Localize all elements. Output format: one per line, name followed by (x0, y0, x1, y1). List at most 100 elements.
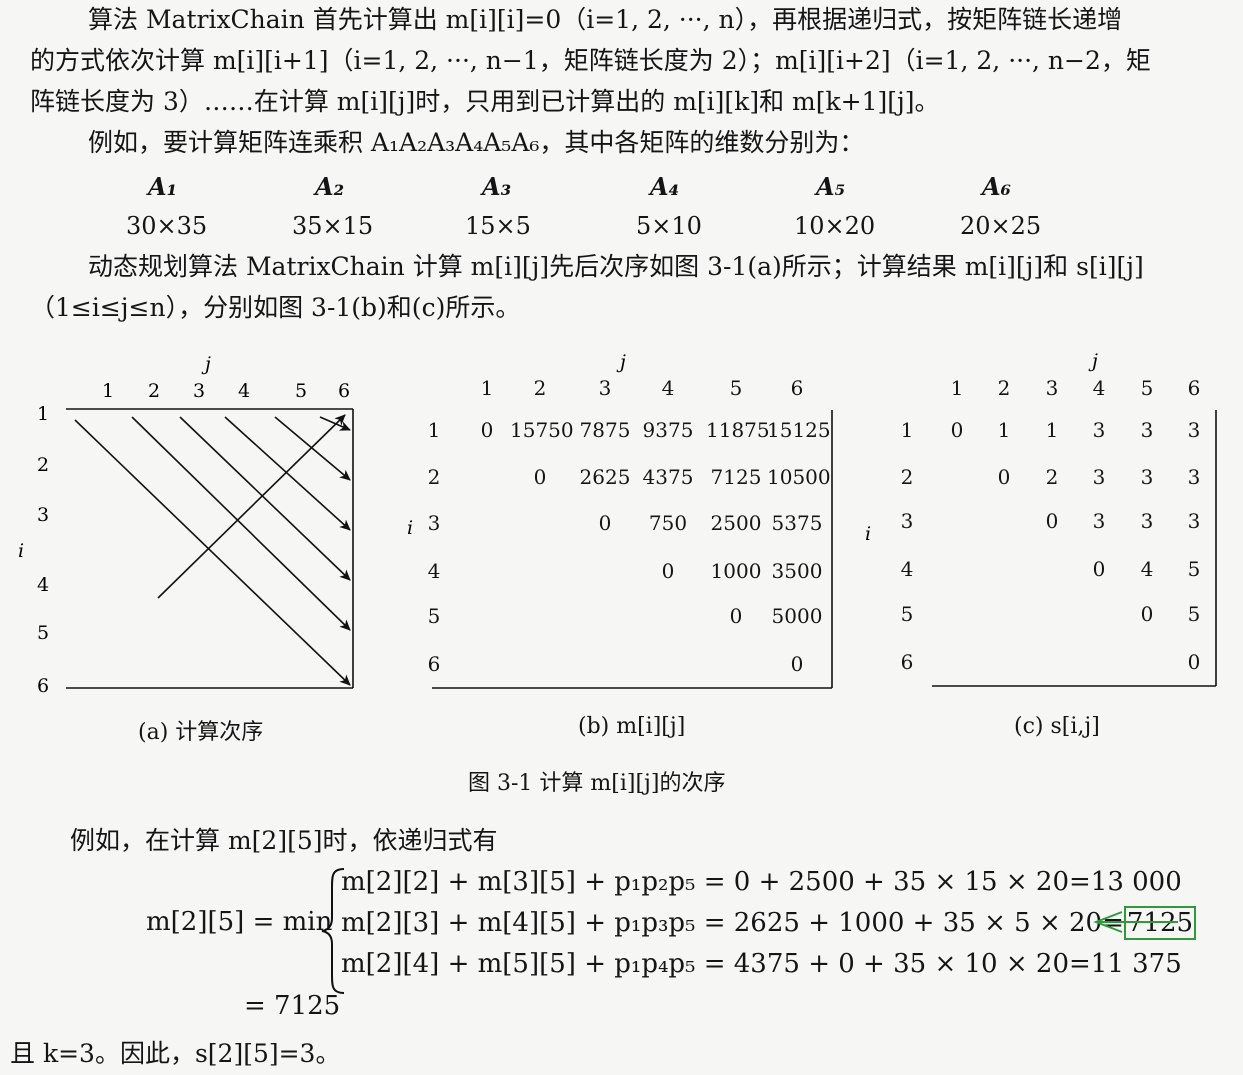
matrix-name-3: A₃ (482, 172, 512, 201)
s-table-row-header: 5 (900, 602, 914, 626)
s-table-cell: 0 (1092, 557, 1106, 581)
s-table-cell: 4 (1140, 557, 1154, 581)
panel-a-row-4: 4 (37, 574, 49, 596)
equation-lhs: m[2][5] = min (146, 907, 333, 937)
equation-case-1: m[2][2] + m[3][5] + p₁p₂p₅ = 0 + 2500 + … (341, 867, 1182, 897)
s-table-cell: 0 (1187, 650, 1201, 674)
panel-a-col-3: 3 (193, 380, 205, 402)
panel-a-col-4: 4 (238, 380, 250, 402)
s-table-cell: 2 (1045, 465, 1059, 489)
s-table-cell: 0 (950, 418, 964, 442)
matrix-name-4: A₄ (650, 172, 680, 201)
panel-c-table-frame: j i (865, 350, 1217, 687)
matrix-name-5: A₅ (816, 172, 846, 201)
m-table-cell: 0 (598, 511, 612, 535)
conclusion: 且 k=3。因此，s[2][5]=3。 (10, 1039, 341, 1068)
matrix-dim-1: 30×35 (126, 212, 208, 240)
panel-c-axis-j: j (1088, 350, 1098, 372)
m-table-cell: 5000 (771, 604, 823, 628)
s-table-cell: 3 (1187, 509, 1201, 533)
m-table-cell: 1000 (710, 559, 762, 583)
matrix-name-6: A₆ (982, 172, 1012, 201)
s-table-cell: 0 (997, 465, 1011, 489)
matrix-dim-2: 35×15 (292, 212, 374, 240)
m-table-col-header: 1 (480, 376, 494, 400)
diagonal-arrow-1 (74, 419, 351, 686)
s-table-col-header: 4 (1092, 376, 1106, 400)
s-table-col-header: 1 (950, 376, 964, 400)
panel-b-caption: (b) m[i][j] (578, 714, 686, 739)
s-table-cell: 3 (1092, 418, 1106, 442)
s-table-col-header: 6 (1187, 376, 1201, 400)
m-table-cell: 4375 (642, 465, 694, 489)
m-table-col-header: 4 (661, 376, 675, 400)
s-table-cell: 3 (1140, 418, 1154, 442)
s-table-col-header: 5 (1140, 376, 1154, 400)
panel-b-table-frame: j i (407, 351, 833, 689)
para1-line2: 的方式依次计算 m[i][i+1]（i=1, 2, ···, n−1，矩阵链长度… (30, 46, 1151, 75)
example-intro: 例如，在计算 m[2][5]时，依递归式有 (70, 826, 498, 855)
m-table-row-header: 6 (427, 652, 441, 676)
m-table-col-header: 3 (598, 376, 612, 400)
equation-case-2: m[2][3] + m[4][5] + p₁p₃p₅ = 2625 + 1000… (341, 906, 1197, 940)
para3-line2: （1≤i≤j≤n），分别如图 3-1(b)和(c)所示。 (30, 293, 521, 322)
s-table-cell: 3 (1092, 509, 1106, 533)
panel-a-row-3: 3 (37, 504, 49, 526)
m-table-cell: 0 (533, 465, 547, 489)
panel-b-axis-j: j (616, 351, 626, 373)
m-table-cell: 15125 (767, 418, 831, 442)
s-table-cell: 0 (1045, 509, 1059, 533)
s-table-cell: 5 (1187, 602, 1201, 626)
m-table-cell: 10500 (767, 465, 831, 489)
m-table-cell: 2625 (579, 465, 631, 489)
panel-c-caption: (c) s[i,j] (1014, 714, 1100, 739)
matrix-name-1: A₁ (148, 172, 178, 201)
panel-b-axis-i: i (407, 517, 413, 539)
m-table-row-header: 4 (427, 559, 441, 583)
m-table-row-header: 1 (427, 418, 441, 442)
panel-a-col-1: 1 (102, 380, 114, 402)
diagonal-arrow-2 (131, 416, 351, 631)
m-table-row-header: 3 (427, 511, 441, 535)
para3-line1: 动态规划算法 MatrixChain 计算 m[i][j]先后次序如图 3-1(… (88, 252, 1144, 281)
panel-a-axis-i: i (18, 540, 24, 562)
s-table-row-header: 6 (900, 650, 914, 674)
m-table-cell: 7875 (579, 418, 631, 442)
m-table-cell: 7125 (710, 465, 762, 489)
m-table-col-header: 6 (790, 376, 804, 400)
s-table-cell: 3 (1187, 465, 1201, 489)
annotation-arrow-icon (1093, 911, 1178, 933)
panel-a-row-1: 1 (37, 403, 49, 425)
para2-line1: 例如，要计算矩阵连乘积 A₁A₂A₃A₄A₅A₆，其中各矩阵的维数分别为： (88, 128, 865, 157)
s-table-cell: 0 (1140, 602, 1154, 626)
matrix-name-2: A₂ (315, 172, 345, 201)
m-table-cell: 9375 (642, 418, 694, 442)
equation-case-3: m[2][4] + m[5][5] + p₁p₄p₅ = 4375 + 0 + … (341, 949, 1182, 979)
diagonal-arrow-6 (319, 416, 351, 431)
s-table-cell: 1 (1045, 418, 1059, 442)
panel-a-caption: (a) 计算次序 (138, 720, 264, 745)
m-table-cell: 0 (480, 418, 494, 442)
s-table-cell: 5 (1187, 557, 1201, 581)
s-table-row-header: 2 (900, 465, 914, 489)
m-table-cell: 15750 (510, 418, 574, 442)
matrix-dim-4: 5×10 (636, 212, 702, 240)
s-table-cell: 3 (1140, 465, 1154, 489)
m-table-cell: 3500 (771, 559, 823, 583)
panel-a-axis-j: j (201, 353, 211, 375)
diagonal-arrow-3 (179, 416, 351, 581)
s-table-cell: 3 (1140, 509, 1154, 533)
m-table-col-header: 5 (729, 376, 743, 400)
s-table-row-header: 1 (900, 418, 914, 442)
panel-a-row-2: 2 (37, 454, 49, 476)
left-brace (321, 868, 345, 994)
anti-diagonal-arrow (157, 414, 346, 599)
m-table-cell: 0 (729, 604, 743, 628)
panel-a-diagram: j 1 2 3 4 5 6 1 2 3 4 5 6 i (18, 353, 354, 697)
panel-a-col-5: 5 (295, 380, 307, 402)
figure-caption: 图 3-1 计算 m[i][j]的次序 (468, 771, 726, 796)
diagonal-arrow-4 (224, 416, 351, 531)
m-table-cell: 11875 (706, 418, 770, 442)
panel-a-col-6: 6 (338, 380, 350, 402)
equation-result: = 7125 (244, 991, 341, 1021)
